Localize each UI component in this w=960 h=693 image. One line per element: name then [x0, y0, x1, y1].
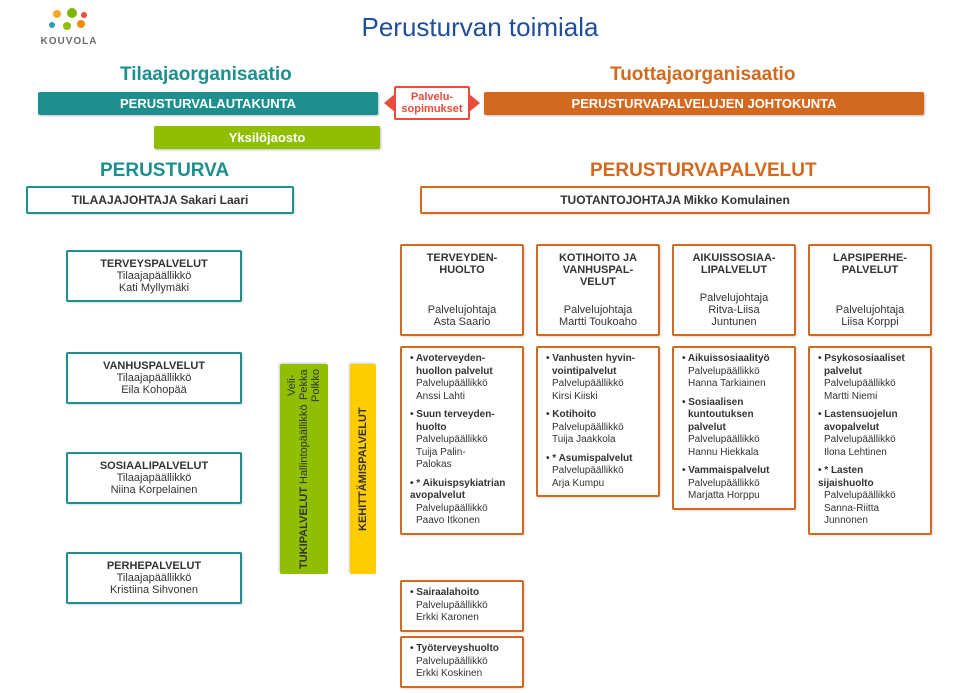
- vert-keh-text: KEHITTÄMISPALVELUT: [357, 407, 369, 531]
- orange-head-3: LAPSIPERHE- PALVELUTPalvelujohtaja Liisa…: [808, 244, 932, 336]
- right-role-box: TUOTANTOJOHTAJA Mikko Komulainen: [420, 186, 930, 214]
- vert-tukipalvelut: TUKIPALVELUT Hallintopäällikkö Veli-Pekk…: [280, 364, 328, 574]
- vert-tuki-title: TUKIPALVELUT: [298, 487, 310, 569]
- right-role-text: TUOTANTOJOHTAJA Mikko Komulainen: [560, 193, 790, 207]
- bullet-col-0-extra-1: TyöterveyshuoltoPalvelupäällikköErkki Ko…: [400, 636, 524, 688]
- teal-box-0: TERVEYSPALVELUTTilaajapäällikköKati Myll…: [66, 250, 242, 302]
- right-org-bar: PERUSTURVAPALVELUJEN JOHTOKUNTA: [484, 92, 924, 115]
- page-title: Perusturvan toimiala: [0, 12, 960, 43]
- sub-bar: Yksilöjaosto: [154, 126, 380, 149]
- left-role-text: TILAAJAJOHTAJA Sakari Laari: [72, 193, 249, 207]
- vert-kehittamis: KEHITTÄMISPALVELUT: [350, 364, 376, 574]
- teal-box-3: PERHEPALVELUTTilaajapäällikköKristiina S…: [66, 552, 242, 604]
- teal-box-1: VANHUSPALVELUTTilaajapäällikköEila Kohop…: [66, 352, 242, 404]
- bullet-col-1: Vanhusten hyvin-vointipalvelutPalvelupää…: [536, 346, 660, 497]
- bullet-col-2: AikuissosiaalityöPalvelupäällikköHanna T…: [672, 346, 796, 510]
- orange-head-1: KOTIHOITO JA VANHUSPAL- VELUTPalvelujoht…: [536, 244, 660, 336]
- vert-tuki-sub2: Veli-Pekka Polkko: [286, 369, 322, 402]
- bullet-col-0-extra-0: SairaalahoitoPalvelupäällikköErkki Karon…: [400, 580, 524, 632]
- left-role-title: PERUSTURVA: [100, 160, 229, 182]
- bullet-col-0: Avoterveyden-huollon palvelutPalvelupääl…: [400, 346, 524, 535]
- left-role-box: TILAAJAJOHTAJA Sakari Laari: [26, 186, 294, 214]
- teal-box-2: SOSIAALIPALVELUTTilaajapäällikköNiina Ko…: [66, 452, 242, 504]
- orange-head-0: TERVEYDEN- HUOLTOPalvelujohtaja Asta Saa…: [400, 244, 524, 336]
- vert-tuki-sub1: Hallintopäällikkö: [298, 405, 310, 485]
- left-org-bar: PERUSTURVALAUTAKUNTA: [38, 92, 378, 115]
- right-org-heading: Tuottajaorganisaatio: [610, 64, 795, 86]
- callout-agreements: Palvelu- sopimukset: [394, 86, 470, 120]
- bullet-col-3: PsykososiaalisetpalvelutPalvelupäällikkö…: [808, 346, 932, 535]
- left-org-heading: Tilaajaorganisaatio: [120, 64, 292, 86]
- orange-head-2: AIKUISSOSIAA- LIPALVELUTPalvelujohtaja R…: [672, 244, 796, 336]
- right-role-title: PERUSTURVAPALVELUT: [590, 160, 817, 182]
- callout-text: Palvelu- sopimukset: [401, 91, 462, 115]
